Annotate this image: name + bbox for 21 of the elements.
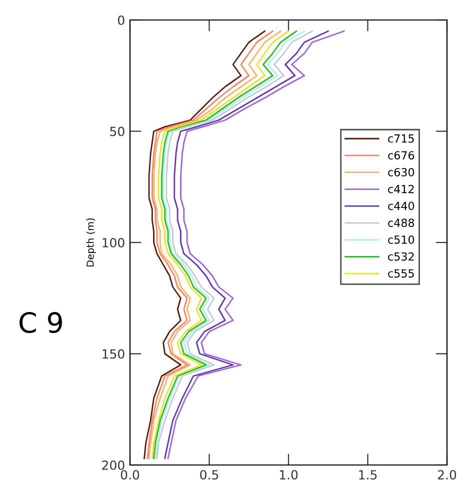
y-axis-title: Depth (m) <box>86 218 96 266</box>
legend-label: c532 <box>388 252 414 261</box>
y-tick-label: 0 <box>118 15 124 25</box>
legend-label: c715 <box>388 134 414 143</box>
legend-label: c510 <box>388 235 414 244</box>
x-tick-label: 2.0 <box>438 470 456 480</box>
legend-label: c488 <box>388 218 414 227</box>
y-tick-label: 150 <box>102 349 124 359</box>
x-tick-label: 1.0 <box>280 470 298 480</box>
x-tick-label: 0.5 <box>200 470 218 480</box>
text: C 9 <box>20 312 62 334</box>
legend-label: c440 <box>388 202 414 210</box>
x-tick-label: 0.0 <box>120 470 140 480</box>
legend-label: c412 <box>388 184 414 194</box>
y-tick-label: 100 <box>102 238 124 248</box>
legend-label: c630 <box>388 168 414 176</box>
legend-label: c555 <box>388 269 414 278</box>
x-tick-label: 1.5 <box>359 470 377 480</box>
y-tick-label: 200 <box>102 460 124 470</box>
legend-label: c676 <box>388 151 414 160</box>
y-tick-label: 50 <box>110 126 124 136</box>
